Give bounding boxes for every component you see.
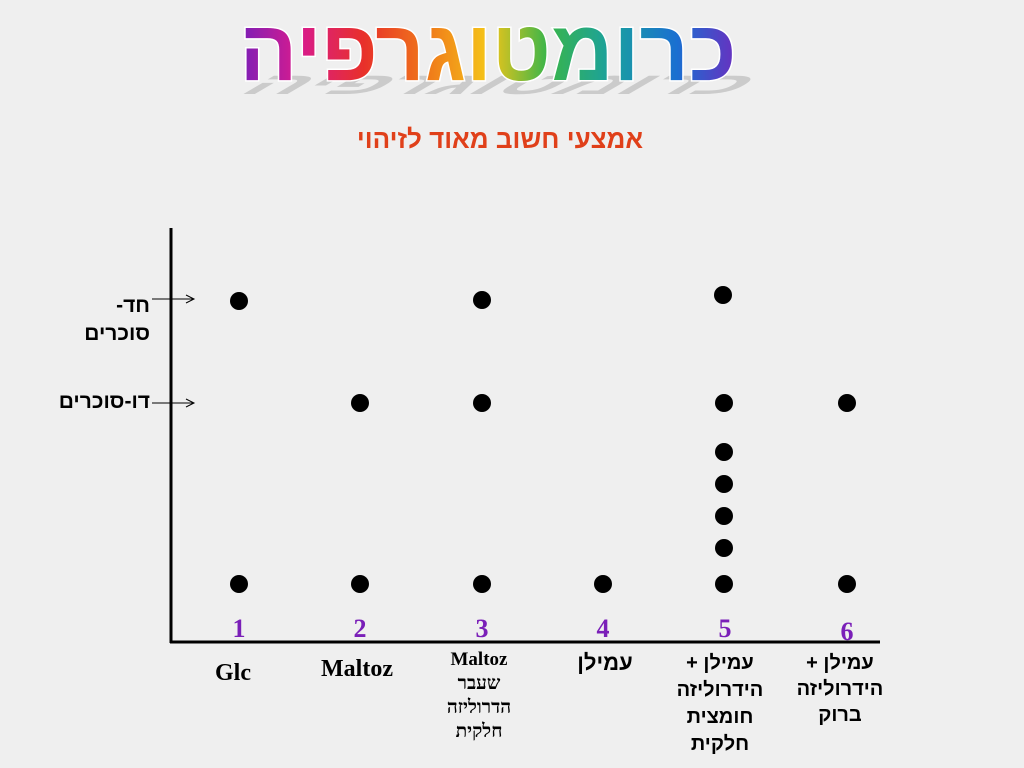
spot-lane-4-origin (594, 575, 612, 593)
spot-lane-3-origin (473, 575, 491, 593)
row-label-di-line1: דו-סוכרים (58, 390, 150, 413)
spot-lane-2-origin (351, 575, 369, 593)
spot-lane-5-origin (715, 575, 733, 593)
spot-lane-1-origin (230, 575, 248, 593)
lane-number-2: 2 (353, 614, 367, 643)
spot-lane-5-o2 (715, 475, 733, 493)
lane-number-6: 6 (840, 617, 854, 646)
lane-label-3-line2: שעבר (457, 673, 501, 694)
lane-label-5: עמילן + הידרוליזה חומצית חלקית (645, 650, 795, 758)
spot-lane-3-mono (473, 291, 491, 309)
lane-label-3-line1: Maltoz (450, 649, 508, 670)
row-label-mono: חד- סוכרים (40, 292, 150, 348)
lane-label-5-line3: חומצית (686, 706, 754, 728)
slide-title: כרומטוגרפיה כרומטוגרפיה (225, 2, 780, 101)
spot-lane-3-di (473, 394, 491, 412)
spot-lane-5-o4 (715, 539, 733, 557)
spots-layer (230, 286, 856, 593)
mono-arrow (152, 294, 196, 304)
lane-label-6: עמילן + הידרוליזה ברוק (765, 650, 915, 728)
lane-number-4: 4 (596, 614, 610, 643)
lane-label-3: Maltoz שעבר הדרוליזה חלקית (404, 648, 554, 744)
title-text: כרומטוגרפיה (239, 3, 736, 99)
subtitle: אמצעי חשוב מאוד לזיהוי (356, 124, 644, 154)
lane-label-6-line3: ברוק (818, 704, 862, 726)
row-label-mono-line2: סוכרים (84, 322, 150, 345)
row-label-mono-line1: חד- (116, 294, 150, 317)
lane-label-2-line: Maltoz (321, 656, 393, 682)
lane-number-1: 1 (232, 614, 246, 643)
spot-lane-5-mono (714, 286, 732, 304)
spot-lane-1-mono (230, 292, 248, 310)
lane-label-6-line2: הידרוליזה (796, 678, 884, 700)
title-shadow: כרומטוגרפיה (225, 67, 780, 101)
lane-label-1-line: Glc (215, 660, 251, 686)
lane-label-5-line4: חלקית (690, 733, 750, 755)
lane-label-4: עמילן (530, 650, 680, 676)
lane-label-2: Maltoz (282, 656, 432, 683)
lane-number-3: 3 (475, 614, 489, 643)
spot-lane-2-di (351, 394, 369, 412)
spot-lane-6-di (838, 394, 856, 412)
di-arrow (152, 398, 196, 408)
lane-label-3-line3: הדרוליזה (446, 697, 512, 718)
lane-label-5-line1: עמילן + (686, 652, 754, 674)
row-label-di: דו-סוכרים (10, 388, 150, 416)
spot-lane-5-o1 (715, 443, 733, 461)
lane-label-4-line: עמילן (577, 650, 633, 675)
lane-number-5: 5 (718, 614, 732, 643)
spot-lane-5-di (715, 394, 733, 412)
spot-lane-5-o3 (715, 507, 733, 525)
spot-lane-6-origin (838, 575, 856, 593)
lane-label-6-line1: עמילן + (806, 652, 874, 674)
lane-label-5-line2: הידרוליזה (676, 679, 764, 701)
lane-label-1: Glc (158, 660, 308, 687)
lane-label-3-line4: חלקית (455, 721, 503, 742)
